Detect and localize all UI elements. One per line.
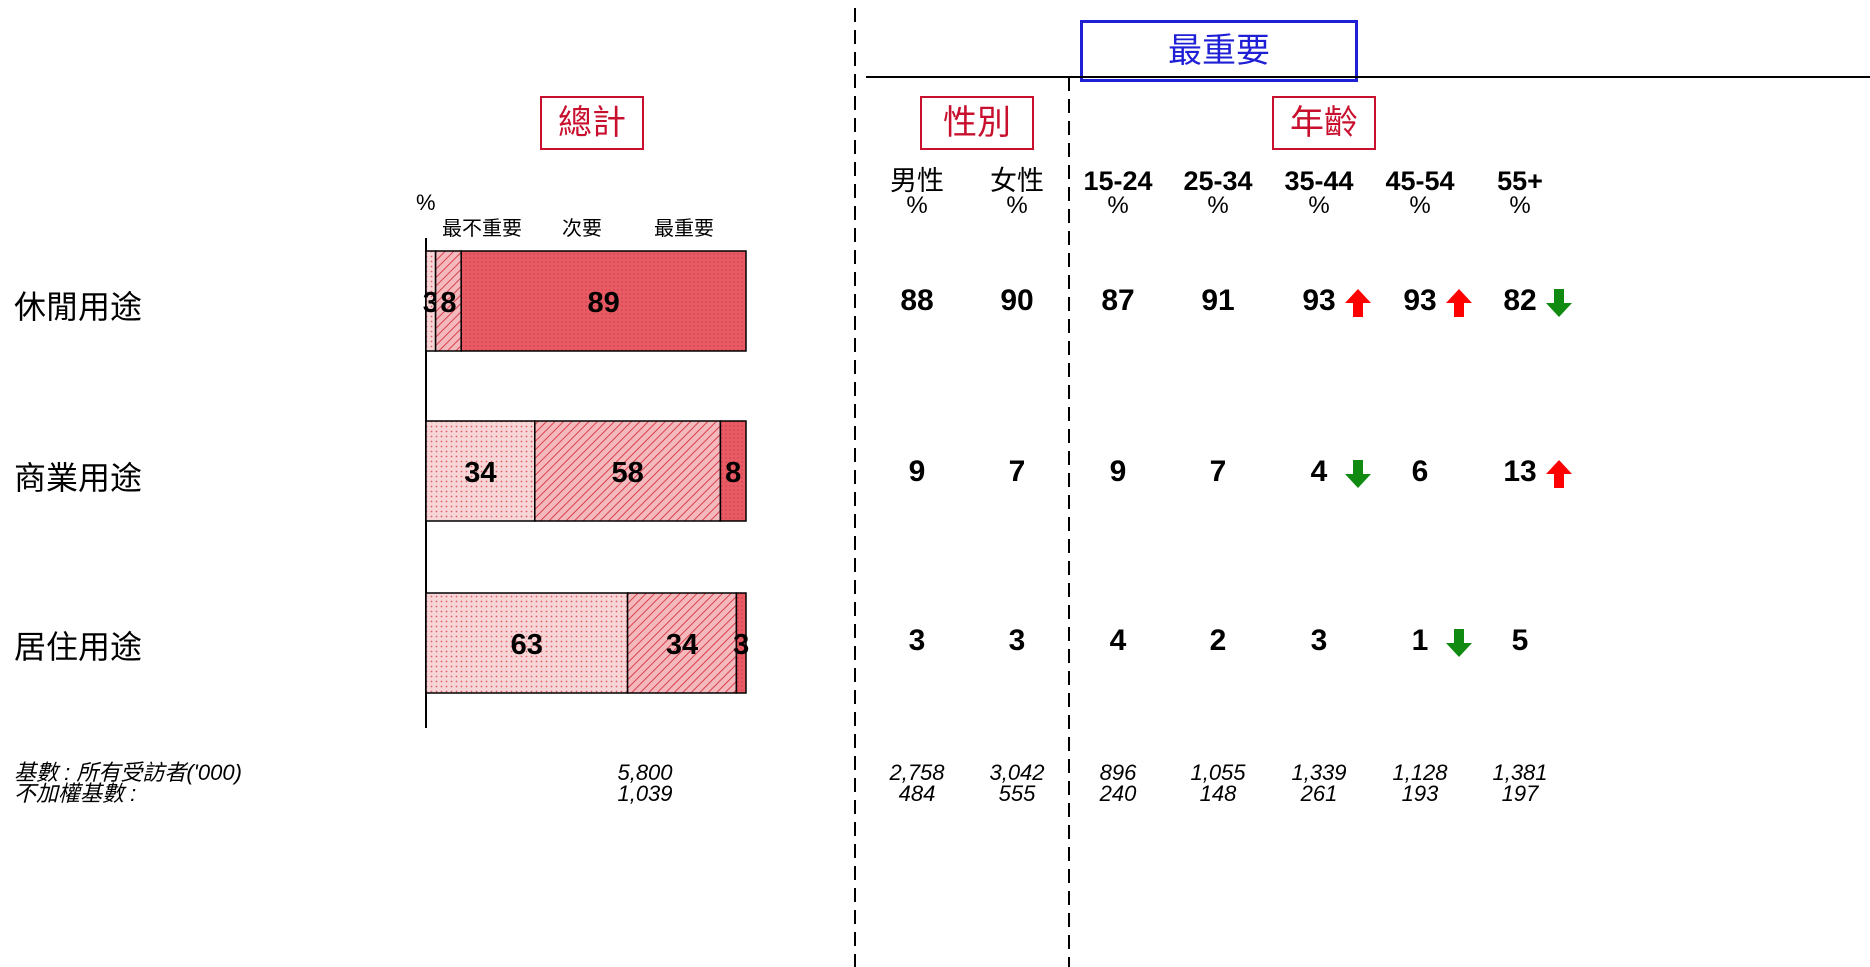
table-cell-3-7: 5: [1511, 624, 1529, 657]
bar-label-2-3: 8: [725, 457, 741, 489]
column-header-unit: %: [1107, 192, 1129, 219]
bar-segment-3-1: [425, 592, 629, 694]
table-cell-2-7: 13: [1503, 455, 1537, 488]
arrow-down-icon: [1345, 460, 1371, 488]
column-header-label: 45-54: [1385, 166, 1455, 196]
column-header-label: 女性: [990, 166, 1044, 196]
table-cell-2-6: 6: [1411, 455, 1429, 488]
bar-segment-2-2: [534, 420, 722, 522]
bar-label-1-2: 8: [440, 287, 456, 319]
total-base: 5,800: [617, 760, 673, 785]
column-header-4: 25-34%: [1163, 166, 1273, 219]
legend-least-important: 最不重要: [442, 216, 522, 240]
table-cell-1-6: 93: [1403, 284, 1437, 317]
table-cell-2-3: 9: [1109, 455, 1127, 488]
table-cell-2-4: 7: [1209, 455, 1227, 488]
bar-label-2-2: 58: [611, 457, 643, 489]
legend-most-important: 最重要: [654, 216, 714, 240]
column-header-5: 35-44%: [1264, 166, 1374, 219]
arrow-up-icon: [1345, 289, 1371, 317]
table-cell-1-1: 88: [900, 284, 934, 317]
column-header-label: 25-34: [1183, 166, 1253, 196]
age-box: 年齡: [1272, 96, 1376, 150]
bar-label-1-3: 89: [587, 287, 619, 319]
column-header-unit: %: [1409, 192, 1431, 219]
base-label: 基數 : 所有受訪者('000): [14, 760, 242, 785]
unweighted-value-7: 197: [1501, 781, 1539, 806]
bar-segment-2-3: [719, 420, 747, 522]
table-cell-1-3: 87: [1101, 284, 1135, 317]
unweighted-base-label: 不加權基數 :: [14, 781, 137, 806]
bar-label-2-1: 34: [464, 457, 496, 489]
row-label-residential: 居住用途: [14, 629, 143, 665]
legend-secondary: 次要: [562, 216, 602, 240]
table-cell-2-5: 4: [1310, 455, 1328, 488]
row-label-commercial: 商業用途: [14, 460, 143, 496]
table-cell-3-3: 4: [1109, 624, 1127, 657]
column-header-2: 女性%: [962, 166, 1072, 219]
base-value-7: 1,381: [1492, 760, 1548, 785]
table-cell-3-4: 2: [1209, 624, 1227, 657]
column-header-label: 55+: [1497, 166, 1543, 196]
bar-segment-2-1: [425, 420, 536, 522]
base-value-2: 3,042: [989, 760, 1045, 785]
column-header-unit: %: [1207, 192, 1229, 219]
column-header-label: 35-44: [1284, 166, 1354, 196]
bar-segment-1-2: [434, 250, 462, 352]
arrow-down-icon: [1446, 629, 1472, 657]
column-header-label: 男性: [890, 166, 944, 196]
column-header-unit: %: [1509, 192, 1531, 219]
column-header-1: 男性%: [862, 166, 972, 219]
table-cell-1-7: 82: [1503, 284, 1537, 317]
unweighted-value-2: 555: [998, 781, 1036, 806]
total-unweighted-base: 1,039: [617, 781, 673, 806]
table-cell-3-5: 3: [1310, 624, 1328, 657]
base-value-3: 896: [1099, 760, 1137, 785]
arrow-down-icon: [1546, 289, 1572, 317]
bar-label-1-1: 3: [423, 287, 439, 319]
column-header-label: 15-24: [1083, 166, 1153, 196]
column-header-unit: %: [1006, 192, 1028, 219]
bar-label-3-2: 34: [666, 629, 698, 661]
row-label-leisure: 休閒用途: [14, 289, 143, 325]
table-cell-1-4: 91: [1201, 284, 1235, 317]
arrow-up-icon: [1446, 289, 1472, 317]
base-value-1: 2,758: [889, 760, 945, 785]
unweighted-value-5: 261: [1300, 781, 1338, 806]
bar-label-3-3: 3: [733, 629, 749, 661]
base-value-5: 1,339: [1291, 760, 1347, 785]
table-cell-2-1: 9: [908, 455, 926, 488]
column-header-unit: %: [906, 192, 928, 219]
column-header-unit: %: [1308, 192, 1330, 219]
table-cell-3-6: 1: [1411, 624, 1429, 657]
arrow-up-icon: [1546, 460, 1572, 488]
chart-unit-label: %: [416, 190, 436, 215]
table-cell-2-2: 7: [1008, 455, 1026, 488]
base-value-4: 1,055: [1190, 760, 1246, 785]
bar-segment-1-3: [460, 250, 747, 352]
gender-box: 性別: [920, 96, 1034, 150]
most-important-header: 最重要: [1080, 20, 1358, 82]
bar-label-3-1: 63: [511, 629, 543, 661]
table-cell-1-5: 93: [1302, 284, 1336, 317]
table-cell-1-2: 90: [1000, 284, 1034, 317]
base-value-6: 1,128: [1392, 760, 1448, 785]
unweighted-value-3: 240: [1099, 781, 1137, 806]
bar-segment-3-3: [735, 592, 747, 694]
table-cell-3-2: 3: [1008, 624, 1026, 657]
unweighted-value-4: 148: [1199, 781, 1237, 806]
unweighted-value-1: 484: [898, 781, 936, 806]
column-header-3: 15-24%: [1063, 166, 1173, 219]
unweighted-value-6: 193: [1401, 781, 1439, 806]
column-header-7: 55+%: [1465, 166, 1575, 219]
total-box: 總計: [540, 96, 644, 150]
column-header-6: 45-54%: [1365, 166, 1475, 219]
table-cell-3-1: 3: [908, 624, 926, 657]
